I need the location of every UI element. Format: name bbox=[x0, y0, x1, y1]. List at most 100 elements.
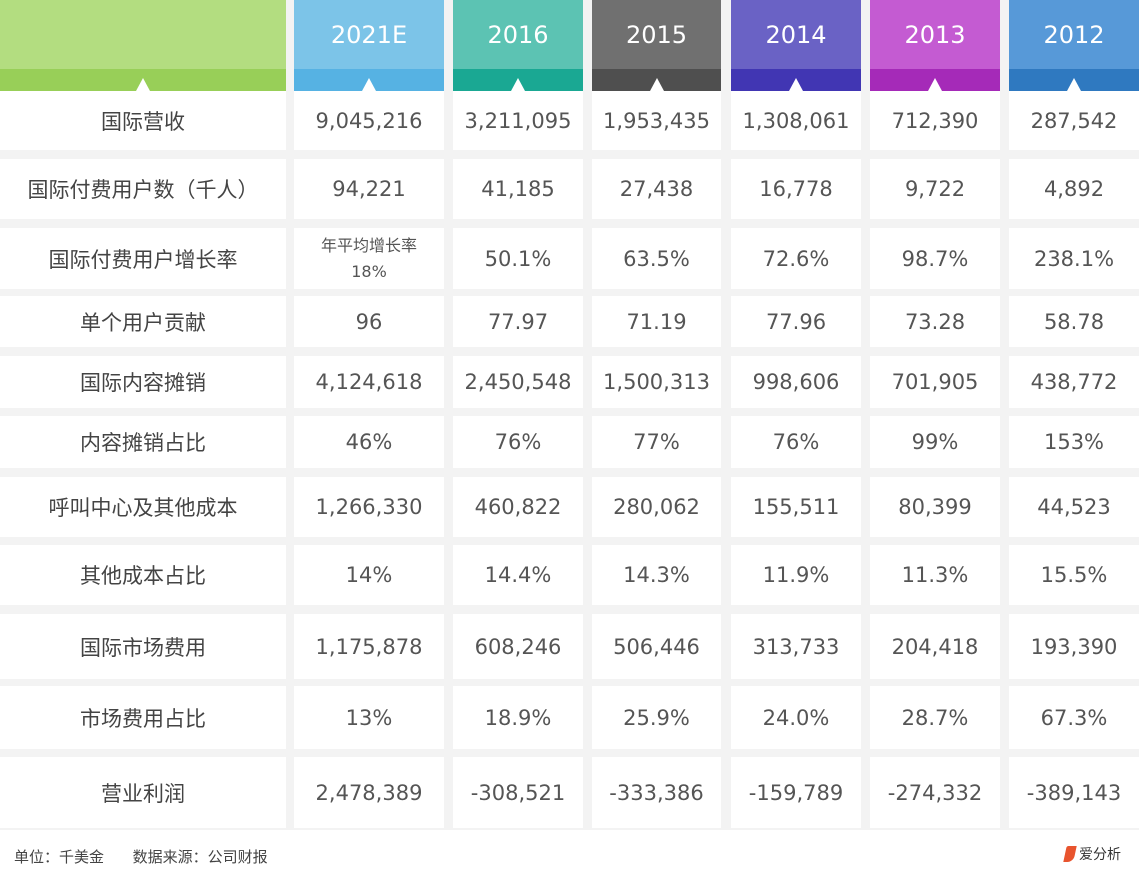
table-cell: 24.0% bbox=[731, 686, 861, 749]
table-cell: 13% bbox=[294, 686, 444, 749]
table-cell: -159,789 bbox=[731, 757, 861, 828]
logo-icon bbox=[1063, 846, 1077, 862]
column-header-label: 2021E bbox=[330, 20, 408, 49]
table-cell: 153% bbox=[1009, 416, 1139, 468]
row-label: 国际付费用户数（千人） bbox=[0, 159, 286, 219]
column-header: 2012 bbox=[1009, 0, 1139, 91]
table-cell: 1,500,313 bbox=[592, 356, 721, 408]
table-cell: 313,733 bbox=[731, 614, 861, 679]
table-cell: 15.5% bbox=[1009, 545, 1139, 605]
column-header-label: 2016 bbox=[487, 20, 549, 49]
row-label: 单个用户贡献 bbox=[0, 296, 286, 347]
table-cell: 3,211,095 bbox=[453, 91, 583, 150]
row-label: 国际付费用户增长率 bbox=[0, 228, 286, 289]
column-header: 2015 bbox=[592, 0, 721, 91]
table-cell: 63.5% bbox=[592, 228, 721, 289]
table-cell: 76% bbox=[453, 416, 583, 468]
header-pointer-icon bbox=[1067, 78, 1081, 91]
table-cell: 72.6% bbox=[731, 228, 861, 289]
table-cell: 287,542 bbox=[1009, 91, 1139, 150]
column-header: 2014 bbox=[731, 0, 861, 91]
row-label: 内容摊销占比 bbox=[0, 416, 286, 468]
row-label: 呼叫中心及其他成本 bbox=[0, 477, 286, 537]
table-cell: 96 bbox=[294, 296, 444, 347]
table-cell: 701,905 bbox=[870, 356, 1000, 408]
table-cell: 155,511 bbox=[731, 477, 861, 537]
table-cell: 27,438 bbox=[592, 159, 721, 219]
table-cell: 712,390 bbox=[870, 91, 1000, 150]
financial-table: 2021E 2016 2015 2014 2013 2012 国际营收 9,045,216 3,… bbox=[0, 0, 1139, 828]
table-cell: 11.3% bbox=[870, 545, 1000, 605]
table-cell: 67.3% bbox=[1009, 686, 1139, 749]
table-cell: -389,143 bbox=[1009, 757, 1139, 828]
table-cell: 年平均增长率 18% bbox=[294, 228, 444, 289]
table-cell: 4,124,618 bbox=[294, 356, 444, 408]
table-cell: 2,478,389 bbox=[294, 757, 444, 828]
table-cell: 1,266,330 bbox=[294, 477, 444, 537]
row-label: 国际市场费用 bbox=[0, 614, 286, 679]
table-cell: 608,246 bbox=[453, 614, 583, 679]
table-cell: 28.7% bbox=[870, 686, 1000, 749]
table-cell: 77.97 bbox=[453, 296, 583, 347]
row-label: 其他成本占比 bbox=[0, 545, 286, 605]
table-cell: 204,418 bbox=[870, 614, 1000, 679]
footer: 单位：千美金 数据来源：公司财报 爱分析 bbox=[0, 830, 1139, 886]
table-cell: 94,221 bbox=[294, 159, 444, 219]
column-header: 2013 bbox=[870, 0, 1000, 91]
table-cell: -274,332 bbox=[870, 757, 1000, 828]
brand-logo: 爱分析 bbox=[1063, 844, 1121, 864]
column-header-label: 2014 bbox=[765, 20, 827, 49]
table-cell: 1,175,878 bbox=[294, 614, 444, 679]
header-pointer-icon bbox=[362, 78, 376, 91]
table-cell: 25.9% bbox=[592, 686, 721, 749]
table-cell: 77.96 bbox=[731, 296, 861, 347]
column-header: 2016 bbox=[453, 0, 583, 91]
table-cell: 98.7% bbox=[870, 228, 1000, 289]
table-cell: -308,521 bbox=[453, 757, 583, 828]
row-label: 营业利润 bbox=[0, 757, 286, 828]
table-cell: 14.3% bbox=[592, 545, 721, 605]
table-cell: 50.1% bbox=[453, 228, 583, 289]
header-pointer-icon bbox=[136, 78, 150, 91]
table-cell: 46% bbox=[294, 416, 444, 468]
table-cell: -333,386 bbox=[592, 757, 721, 828]
table-cell: 44,523 bbox=[1009, 477, 1139, 537]
row-label: 市场费用占比 bbox=[0, 686, 286, 749]
column-header-label: 2015 bbox=[625, 20, 688, 49]
table-cell: 14% bbox=[294, 545, 444, 605]
logo-text: 爱分析 bbox=[1079, 847, 1121, 863]
table-cell: 11.9% bbox=[731, 545, 861, 605]
table-cell-line: 年平均增长率 bbox=[320, 235, 417, 255]
table-cell: 506,446 bbox=[592, 614, 721, 679]
table-cell: 73.28 bbox=[870, 296, 1000, 347]
header-pointer-icon bbox=[649, 78, 664, 91]
column-header-label: 2012 bbox=[1043, 20, 1105, 49]
table-cell: 280,062 bbox=[592, 477, 721, 537]
row-label: 国际内容摊销 bbox=[0, 356, 286, 408]
table-cell: 193,390 bbox=[1009, 614, 1139, 679]
table-cell: 80,399 bbox=[870, 477, 1000, 537]
table-cell: 77% bbox=[592, 416, 721, 468]
column-header-label: 2013 bbox=[904, 20, 966, 49]
header-pointer-icon bbox=[511, 78, 525, 91]
table-cell: 998,606 bbox=[731, 356, 861, 408]
table-cell: 9,045,216 bbox=[294, 91, 444, 150]
column-header: 2021E bbox=[294, 0, 444, 91]
table-cell: 41,185 bbox=[453, 159, 583, 219]
table-cell: 14.4% bbox=[453, 545, 583, 605]
table-cell: 1,953,435 bbox=[592, 91, 721, 150]
table-cell: 9,722 bbox=[870, 159, 1000, 219]
table-cell: 238.1% bbox=[1009, 228, 1139, 289]
header-corner bbox=[0, 0, 286, 91]
table-cell: 2,450,548 bbox=[453, 356, 583, 408]
table-cell: 58.78 bbox=[1009, 296, 1139, 347]
table-cell: 4,892 bbox=[1009, 159, 1139, 219]
table-cell: 99% bbox=[870, 416, 1000, 468]
header-pointer-icon bbox=[928, 78, 942, 91]
source-note: 单位：千美金 数据来源：公司财报 bbox=[14, 848, 268, 866]
table-cell: 71.19 bbox=[592, 296, 721, 347]
table-cell: 18.9% bbox=[453, 686, 583, 749]
table-cell: 1,308,061 bbox=[731, 91, 861, 150]
header-pointer-icon bbox=[789, 78, 803, 91]
table-cell: 438,772 bbox=[1009, 356, 1139, 408]
